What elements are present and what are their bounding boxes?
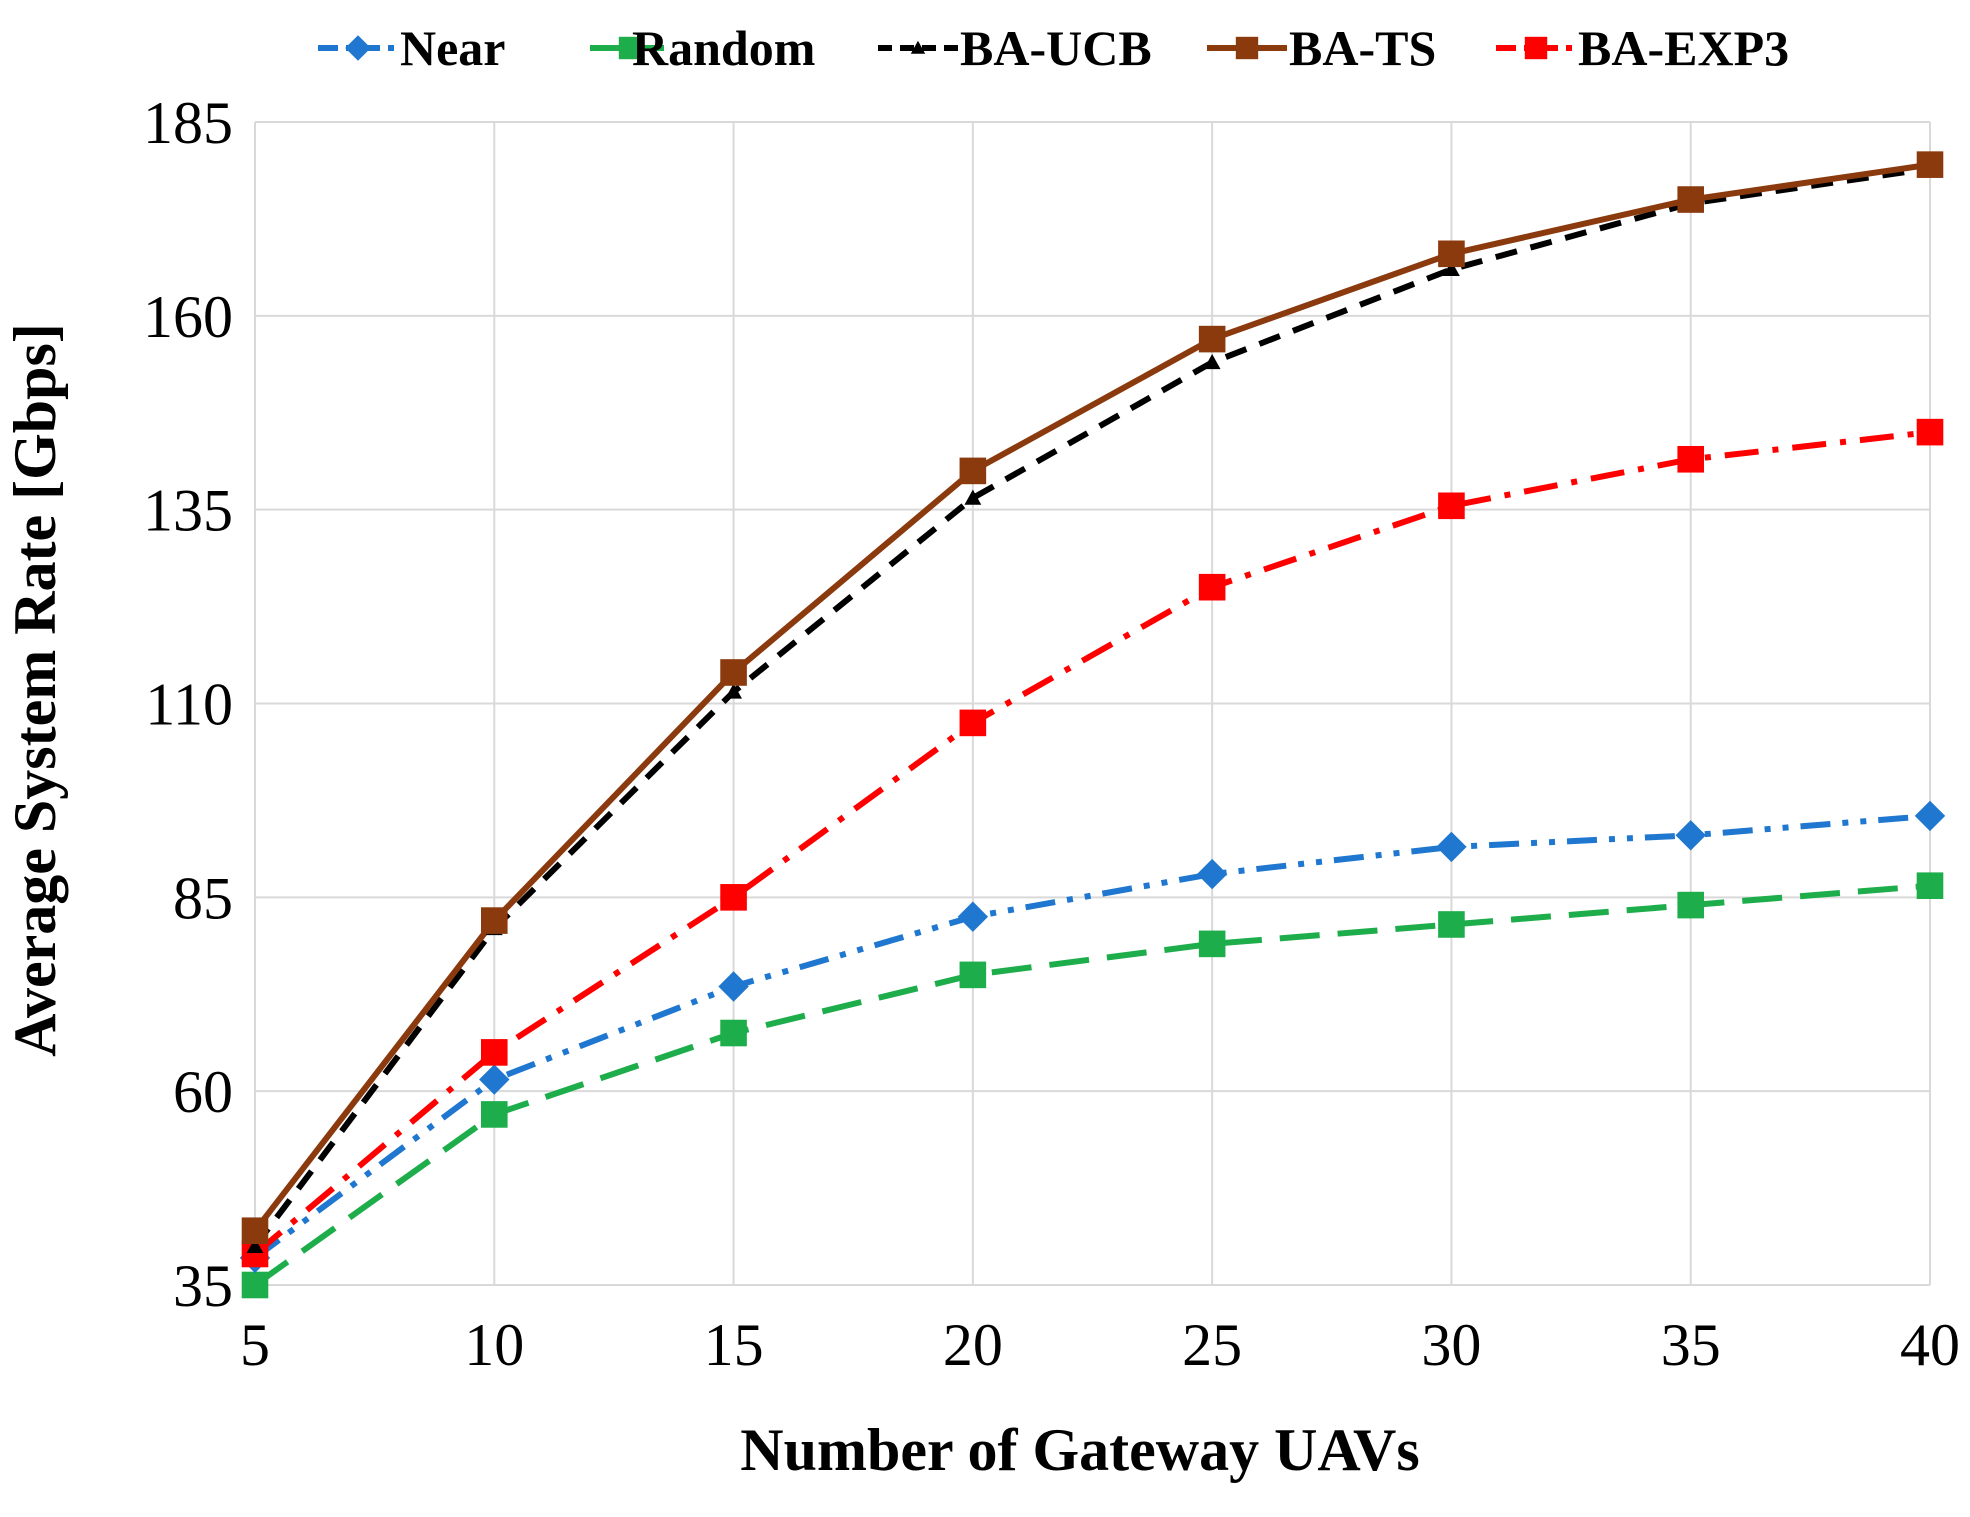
data-point-ba-ucb xyxy=(1203,353,1221,370)
series-markers xyxy=(239,151,1946,1299)
x-tick-label: 20 xyxy=(943,1312,1003,1378)
x-tick-label: 40 xyxy=(1900,1312,1960,1378)
data-point-random xyxy=(1916,872,1944,900)
legend-swatch-marker xyxy=(910,40,926,54)
data-point-near xyxy=(1675,820,1706,851)
x-tick-label: 15 xyxy=(704,1312,764,1378)
x-tick-label: 25 xyxy=(1182,1312,1242,1378)
data-point-random xyxy=(241,1271,269,1299)
legend-swatch-marker xyxy=(345,35,371,61)
gridlines xyxy=(254,121,1931,1286)
data-point-ba-ts xyxy=(1916,151,1944,178)
data-point-ba-ts xyxy=(241,1217,269,1245)
data-point-ba-exp3 xyxy=(1916,418,1944,446)
series-lines xyxy=(252,161,1931,1288)
y-tick-label: 185 xyxy=(143,90,233,156)
y-axis-title: Average System Rate [Gbps] xyxy=(2,323,68,1057)
legend-swatch-marker xyxy=(618,36,642,60)
series-line-ba-ts xyxy=(252,161,1931,1233)
data-point-ba-ts xyxy=(1438,240,1465,268)
data-point-ba-ucb xyxy=(964,489,982,505)
legend-item-ba-exp3: BA-EXP3 xyxy=(1496,20,1789,76)
x-tick-label: 5 xyxy=(240,1312,270,1378)
series-line-ba-ucb xyxy=(252,165,1931,1249)
data-point-ba-ts xyxy=(959,457,987,485)
legend-item-ba-ucb: BA-UCB xyxy=(878,20,1152,76)
series-line-near xyxy=(253,812,1931,1261)
data-point-random xyxy=(1677,891,1705,919)
data-point-near xyxy=(957,901,989,932)
data-point-ba-ts xyxy=(720,659,747,686)
legend-label: Random xyxy=(632,20,815,76)
data-point-random xyxy=(1198,930,1226,958)
data-point-ba-exp3 xyxy=(720,884,747,911)
legend-label: BA-UCB xyxy=(960,20,1152,76)
data-point-ba-ts xyxy=(480,907,508,934)
data-point-ba-exp3 xyxy=(1198,573,1226,601)
x-axis-title: Number of Gateway UAVs xyxy=(740,1417,1419,1483)
legend-label: BA-EXP3 xyxy=(1578,20,1789,76)
data-point-random xyxy=(1438,911,1465,938)
data-point-random xyxy=(720,1019,747,1047)
data-point-ba-exp3 xyxy=(1677,445,1705,473)
legend-item-ba-ts: BA-TS xyxy=(1207,20,1436,76)
legend-label: Near xyxy=(400,20,506,76)
data-point-ba-exp3 xyxy=(959,709,987,737)
legend: Near Random BA-UCB BA-TS BA-EXP3 xyxy=(318,20,1789,76)
data-point-near xyxy=(1196,858,1228,890)
legend-item-random: Random xyxy=(590,20,815,76)
series-line-ba-exp3 xyxy=(253,429,1931,1257)
legend-item-near: Near xyxy=(318,20,506,76)
y-tick-label: 135 xyxy=(143,478,233,544)
legend-swatch-marker xyxy=(1524,36,1548,60)
data-point-ba-exp3 xyxy=(1438,492,1465,520)
data-point-random xyxy=(480,1101,508,1128)
data-point-ba-ucb xyxy=(246,1237,264,1253)
y-tick-label: 160 xyxy=(143,284,233,350)
y-tick-label: 85 xyxy=(173,865,233,931)
data-point-near xyxy=(1436,831,1467,863)
data-point-near xyxy=(1914,800,1946,832)
data-point-ba-exp3 xyxy=(480,1039,508,1066)
data-point-ba-ts xyxy=(1677,186,1705,213)
y-tick-label: 110 xyxy=(145,672,233,738)
data-point-near xyxy=(479,1064,510,1095)
y-axis-ticks: 35 60 85 110 135 160 185 xyxy=(143,90,233,1319)
data-point-ba-ts xyxy=(1198,325,1226,353)
data-point-near xyxy=(718,971,749,1002)
legend-swatch-marker xyxy=(1235,36,1259,60)
x-axis-ticks: 5 10 15 20 25 30 35 40 xyxy=(240,1312,1960,1378)
data-point-random xyxy=(959,961,987,989)
y-tick-label: 60 xyxy=(173,1059,233,1125)
series-line-random xyxy=(253,882,1931,1288)
x-tick-label: 35 xyxy=(1661,1312,1721,1378)
y-tick-label: 35 xyxy=(173,1253,233,1319)
data-point-ba-ucb xyxy=(725,683,742,699)
x-tick-label: 30 xyxy=(1421,1312,1481,1378)
x-tick-label: 10 xyxy=(464,1312,524,1378)
data-point-ba-ucb xyxy=(1443,260,1460,277)
legend-label: BA-TS xyxy=(1289,20,1436,76)
